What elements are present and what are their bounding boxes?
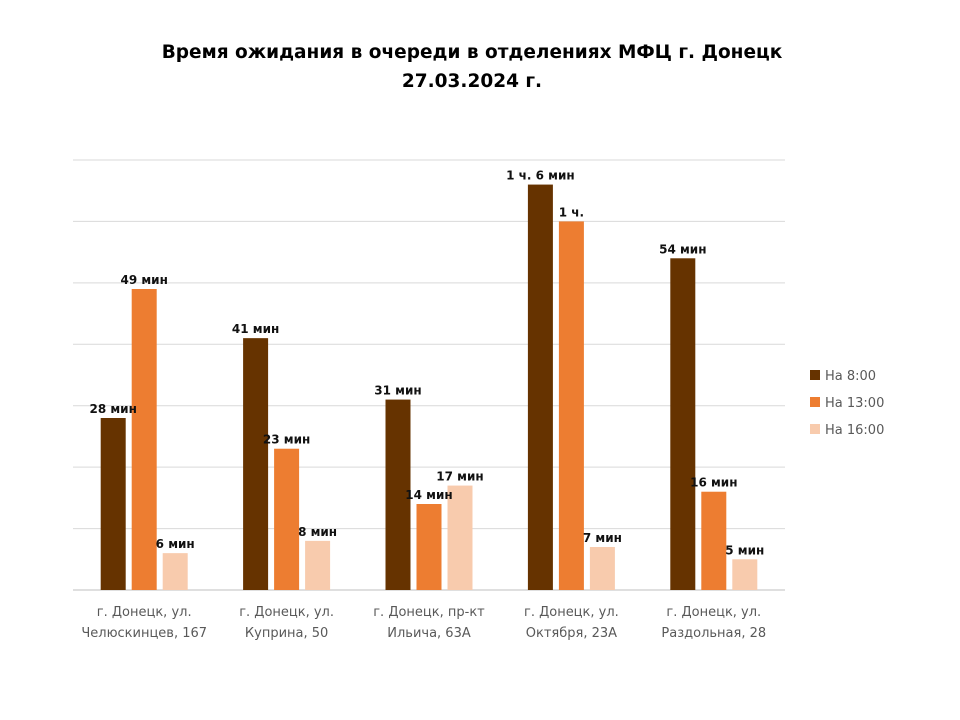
category-label: г. Донецк, ул.: [97, 605, 192, 620]
legend-entry: На 16:00: [825, 423, 884, 438]
category-labels: г. Донецк, ул. Челюскинцев, 167 г. Донецк,…: [81, 605, 766, 641]
data-label: 1 ч. 6 мин: [506, 169, 575, 183]
data-label: 1 ч.: [559, 205, 584, 219]
data-label: 14 мин: [405, 488, 452, 502]
data-label: 16 мин: [690, 476, 737, 490]
data-label: 23 мин: [263, 433, 310, 447]
bar: [447, 485, 473, 590]
data-label: 41 мин: [232, 322, 279, 336]
category-label: Ильича, 63А: [387, 626, 471, 641]
category-label: Октября, 23А: [526, 626, 617, 641]
bars: [100, 184, 758, 591]
bar: [162, 553, 188, 590]
bar: [385, 399, 411, 590]
category-label: Куприна, 50: [245, 626, 328, 641]
bar: [589, 547, 615, 590]
data-labels: 28 мин 49 мин 6 мин 41 мин 23 мин 8 мин 31 мин…: [90, 169, 765, 558]
data-label: 8 мин: [298, 525, 337, 539]
data-label: 5 мин: [725, 543, 764, 557]
data-label: 6 мин: [156, 537, 195, 551]
bar: [274, 448, 300, 590]
gridlines: [73, 159, 785, 591]
bar: [558, 221, 584, 590]
data-label: 17 мин: [436, 470, 483, 484]
bar: [243, 338, 269, 590]
legend-swatch: [810, 397, 820, 407]
category-label: г. Донецк, ул.: [666, 605, 761, 620]
bar: [701, 491, 727, 590]
bar: [670, 258, 696, 590]
bar: [131, 289, 157, 590]
bar: [100, 418, 126, 590]
category-label: Раздольная, 28: [661, 626, 766, 641]
category-label: Челюскинцев, 167: [81, 626, 207, 641]
data-label: 7 мин: [583, 531, 622, 545]
category-label: г. Донецк, ул.: [239, 605, 334, 620]
data-label: 49 мин: [121, 273, 168, 287]
data-label: 31 мин: [374, 384, 421, 398]
bar: [305, 540, 331, 590]
legend-entry: На 8:00: [825, 369, 876, 384]
data-label: 54 мин: [659, 242, 706, 256]
data-label: 28 мин: [90, 402, 137, 416]
category-label: г. Донецк, ул.: [524, 605, 619, 620]
chart-subtitle: 27.03.2024 г.: [402, 71, 542, 92]
bar: [416, 504, 442, 590]
legend-entry: На 13:00: [825, 396, 884, 411]
legend: На 8:00 На 13:00 На 16:00: [810, 369, 884, 438]
category-label: г. Донецк, пр-кт: [373, 605, 485, 620]
bar: [732, 559, 758, 590]
chart-title: Время ожидания в очереди в отделениях МФ…: [162, 42, 783, 63]
legend-swatch: [810, 370, 820, 380]
bar: [527, 184, 553, 591]
legend-swatch: [810, 424, 820, 434]
